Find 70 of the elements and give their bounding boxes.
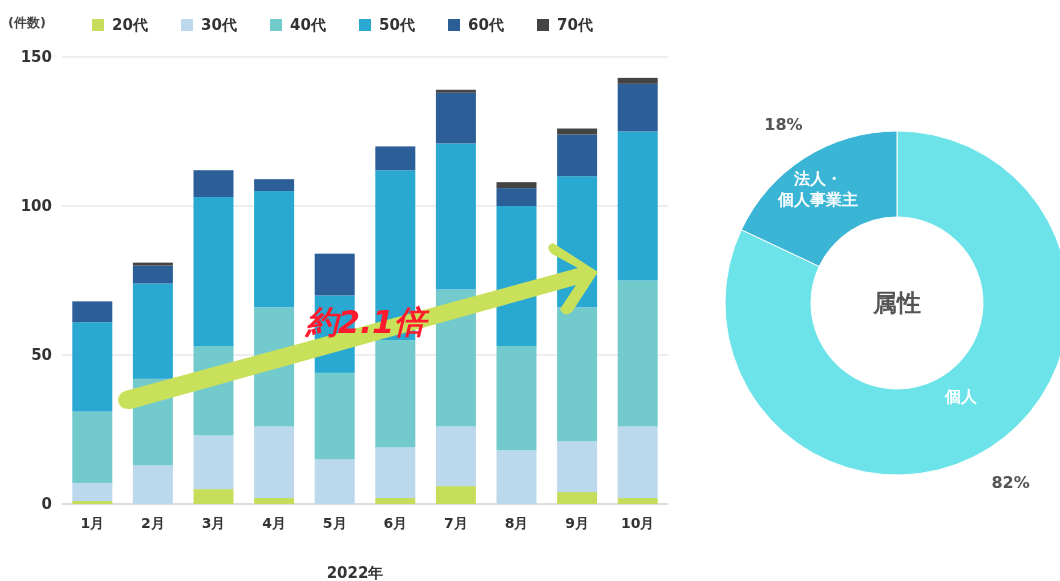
y-tick-label: 100 [20, 197, 52, 216]
bar [435, 143, 476, 290]
bar [314, 459, 355, 504]
bar [314, 253, 355, 296]
bar [314, 372, 355, 460]
bar [435, 486, 476, 504]
legend-label: 20代 [112, 16, 148, 35]
bar [193, 197, 234, 347]
bar [193, 489, 234, 504]
x-tick-label: 5月 [322, 515, 347, 531]
bar [375, 498, 416, 504]
y-tick-label: 0 [41, 495, 52, 514]
bar [617, 83, 658, 132]
x-tick-label: 3月 [201, 515, 226, 531]
legend-label: 30代 [201, 16, 237, 35]
x-tick-label: 4月 [262, 515, 286, 531]
x-tick-label: 10月 [620, 515, 655, 531]
x-axis-title: 2022年 [326, 564, 384, 581]
bar [617, 426, 658, 499]
bar [132, 265, 173, 284]
x-tick-label: 9月 [565, 515, 589, 531]
bar [435, 89, 476, 93]
bar [617, 280, 658, 427]
legend-label: 60代 [468, 16, 504, 35]
x-tick-label: 7月 [444, 515, 468, 531]
bar [557, 307, 598, 442]
bar [254, 426, 295, 499]
bar [496, 450, 537, 504]
bar [375, 447, 416, 499]
bar [375, 146, 416, 171]
bar [254, 179, 295, 192]
legend-label: 50代 [379, 16, 415, 35]
y-tick-label: 150 [20, 48, 52, 67]
legend-label: 40代 [290, 16, 326, 35]
y-axis-title: (件数) [8, 15, 46, 30]
bar [557, 134, 598, 177]
bar [617, 77, 658, 84]
legend-label: 70代 [557, 16, 593, 35]
bar [254, 191, 295, 308]
bar [557, 492, 598, 504]
bar [132, 262, 173, 266]
bar [72, 501, 113, 504]
bar [435, 426, 476, 487]
bar [496, 346, 537, 451]
bar [193, 435, 234, 490]
y-tick-label: 50 [31, 346, 52, 365]
bar [193, 170, 234, 198]
bar [496, 188, 537, 206]
x-tick-label: 8月 [504, 515, 529, 531]
text: 属性 [872, 289, 921, 318]
bar [132, 465, 173, 504]
x-tick-label: 1月 [80, 515, 105, 531]
bar [132, 283, 173, 379]
bar [72, 301, 113, 323]
bar [617, 131, 658, 281]
bar [435, 92, 476, 144]
bar [617, 498, 658, 504]
slice-label: 個人 [944, 387, 979, 407]
bar [72, 411, 113, 484]
bar [375, 340, 416, 448]
slice-label: 法人・個人事業主 [776, 169, 858, 209]
bar [72, 483, 113, 502]
bar [496, 182, 537, 189]
x-tick-label: 2月 [141, 515, 165, 531]
bar [254, 498, 295, 504]
data-label: 18% [764, 114, 803, 134]
bar [557, 441, 598, 493]
x-tick-label: 6月 [383, 515, 408, 531]
data-label: 82% [991, 472, 1030, 492]
bar [72, 322, 113, 412]
